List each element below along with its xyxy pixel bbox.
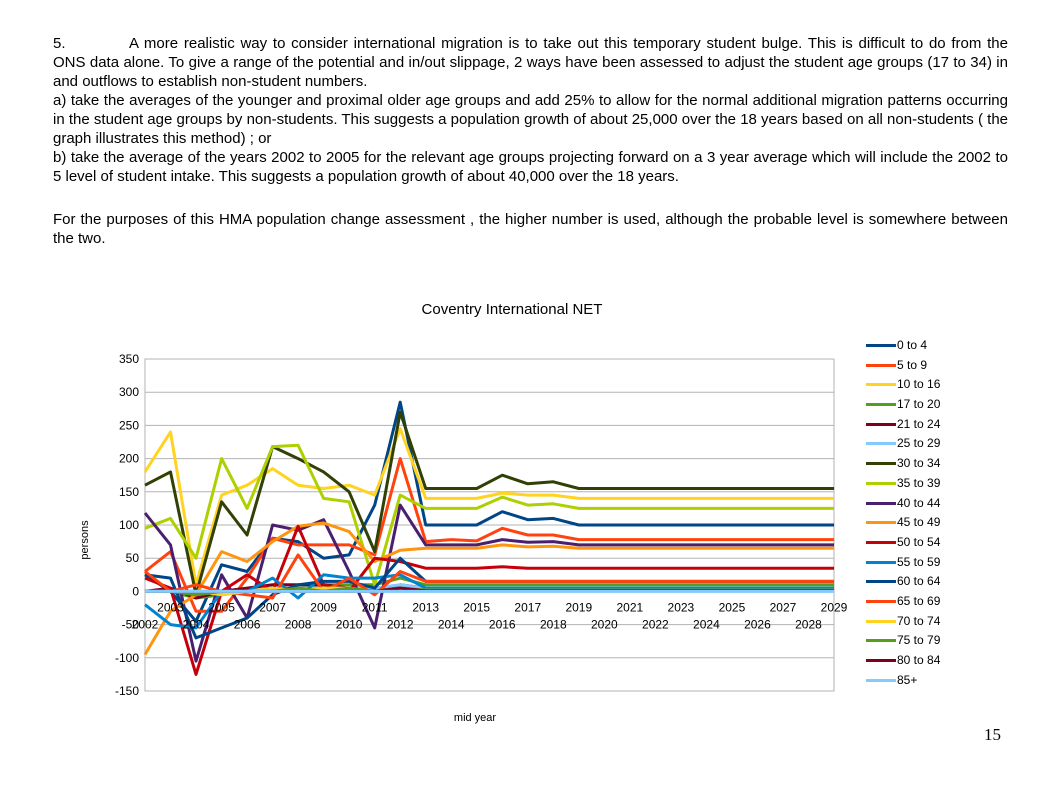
legend-swatch bbox=[866, 403, 896, 407]
legend-label: 85+ bbox=[897, 672, 918, 687]
series-line-45-to-49 bbox=[143, 521, 834, 656]
x-tick-label: 2003 bbox=[157, 600, 184, 614]
x-tick-label: 2017 bbox=[514, 600, 541, 614]
legend-swatch bbox=[866, 678, 896, 682]
legend-swatch bbox=[866, 363, 896, 367]
series-line-55-to-59 bbox=[144, 573, 834, 630]
x-tick-label: 2013 bbox=[412, 600, 439, 614]
legend-label: 35 to 39 bbox=[897, 475, 941, 490]
paragraph-number: 5. bbox=[53, 35, 66, 52]
y-tick-label: -150 bbox=[115, 684, 139, 698]
legend-label: 75 to 79 bbox=[897, 633, 941, 648]
x-tick-label: 2029 bbox=[821, 600, 848, 614]
x-tick-label: 2028 bbox=[795, 617, 822, 631]
legend-swatch bbox=[866, 344, 896, 347]
legend-swatch bbox=[866, 599, 896, 603]
x-tick-label: 2006 bbox=[234, 617, 261, 631]
legend-label: 65 to 69 bbox=[897, 593, 941, 608]
legend-swatch bbox=[866, 462, 896, 466]
legend-swatch bbox=[866, 521, 896, 525]
legend-label: 70 to 74 bbox=[897, 613, 941, 628]
y-tick-label: 100 bbox=[119, 518, 139, 532]
y-tick-label: 350 bbox=[119, 352, 139, 366]
x-tick-label: 2019 bbox=[565, 600, 592, 614]
legend-swatch bbox=[866, 639, 896, 643]
legend-swatch bbox=[866, 619, 896, 623]
x-tick-label: 2007 bbox=[259, 600, 286, 614]
x-tick-label: 2016 bbox=[489, 617, 516, 631]
legend-label: 50 to 54 bbox=[897, 534, 941, 549]
x-tick-label: 2023 bbox=[668, 600, 695, 614]
legend-label: 17 to 20 bbox=[897, 397, 941, 412]
legend-swatch bbox=[866, 481, 896, 485]
paragraph-3: b) take the average of the years 2002 to… bbox=[53, 149, 1008, 185]
x-tick-label: 2010 bbox=[336, 617, 363, 631]
legend-swatch bbox=[866, 422, 896, 426]
x-tick-label: 2022 bbox=[642, 617, 669, 631]
x-tick-label: 2020 bbox=[591, 617, 618, 631]
x-tick-label: 2025 bbox=[719, 600, 746, 614]
legend-label: 21 to 24 bbox=[897, 416, 941, 431]
paragraph-1-text: A more realistic way to consider interna… bbox=[53, 35, 1008, 90]
series-line-35-to-39 bbox=[144, 443, 834, 587]
paragraph-4: For the purposes of this HMA population … bbox=[53, 211, 1008, 247]
x-tick-label: 2011 bbox=[362, 600, 388, 614]
x-tick-label: 2014 bbox=[438, 617, 465, 631]
legend-label: 25 to 29 bbox=[897, 436, 941, 451]
chart-series bbox=[143, 400, 834, 676]
x-tick-label: 2009 bbox=[310, 600, 337, 614]
y-tick-label: 250 bbox=[119, 418, 139, 432]
legend-swatch bbox=[866, 540, 896, 544]
y-tick-label: 0 bbox=[132, 584, 139, 598]
x-tick-label: 2008 bbox=[285, 617, 312, 631]
y-tick-label: 150 bbox=[119, 485, 139, 499]
x-axis-ticks: 2003 2005 2007 2009 2011 2013 2015 2017 2019 2021… bbox=[132, 600, 848, 631]
y-tick-label: 50 bbox=[126, 551, 140, 565]
legend-swatch bbox=[866, 442, 896, 446]
series-line-5-to-9 bbox=[144, 457, 834, 613]
legend-label: 0 to 4 bbox=[897, 338, 928, 352]
x-tick-label: 2004 bbox=[183, 617, 210, 631]
paragraph-1: 5. A more realistic way to consider inter… bbox=[53, 34, 1008, 91]
legend-swatch bbox=[866, 383, 896, 387]
legend-label: 60 to 64 bbox=[897, 574, 941, 589]
x-axis-label: mid year bbox=[454, 712, 497, 724]
legend-swatch bbox=[866, 560, 896, 564]
series-line-0-to-4 bbox=[144, 400, 834, 623]
x-tick-label: 2012 bbox=[387, 617, 414, 631]
page-number: 15 bbox=[984, 725, 1001, 744]
legend-label: 10 to 16 bbox=[897, 377, 941, 392]
x-tick-label: 2021 bbox=[617, 600, 644, 614]
series-line-30-to-34 bbox=[144, 410, 834, 597]
series-line-65-to-69 bbox=[144, 553, 834, 600]
legend-label: 80 to 84 bbox=[897, 653, 941, 667]
y-axis-label: persons bbox=[79, 520, 91, 560]
y-tick-label: -50 bbox=[122, 618, 140, 632]
x-tick-label: 2002 bbox=[132, 617, 159, 631]
legend-label: 55 to 59 bbox=[897, 554, 941, 569]
x-tick-label: 2024 bbox=[693, 617, 720, 631]
legend-label: 5 to 9 bbox=[897, 357, 928, 372]
x-tick-label: 2026 bbox=[744, 617, 771, 631]
x-tick-label: 2027 bbox=[770, 600, 797, 614]
legend-label: 45 to 49 bbox=[897, 515, 941, 530]
x-tick-label: 2018 bbox=[540, 617, 567, 631]
y-tick-label: -100 bbox=[115, 651, 139, 665]
legend-label: 40 to 44 bbox=[897, 495, 941, 510]
y-tick-label: 300 bbox=[119, 385, 139, 399]
chart-title: Coventry International NET bbox=[422, 301, 603, 318]
series-line-40-to-44 bbox=[143, 503, 834, 663]
legend-swatch bbox=[866, 659, 896, 662]
legend-swatch bbox=[866, 501, 896, 505]
legend-swatch bbox=[866, 580, 896, 584]
legend-label: 30 to 34 bbox=[897, 456, 941, 471]
y-axis-ticks: -150 -100 -50 0 50 100 150 200 250 300 350 bbox=[115, 352, 139, 698]
paragraph-2: a) take the averages of the younger and … bbox=[53, 92, 1008, 147]
y-tick-label: 200 bbox=[119, 452, 139, 466]
x-tick-label: 2015 bbox=[463, 600, 490, 614]
x-tick-label: 2005 bbox=[208, 600, 235, 614]
